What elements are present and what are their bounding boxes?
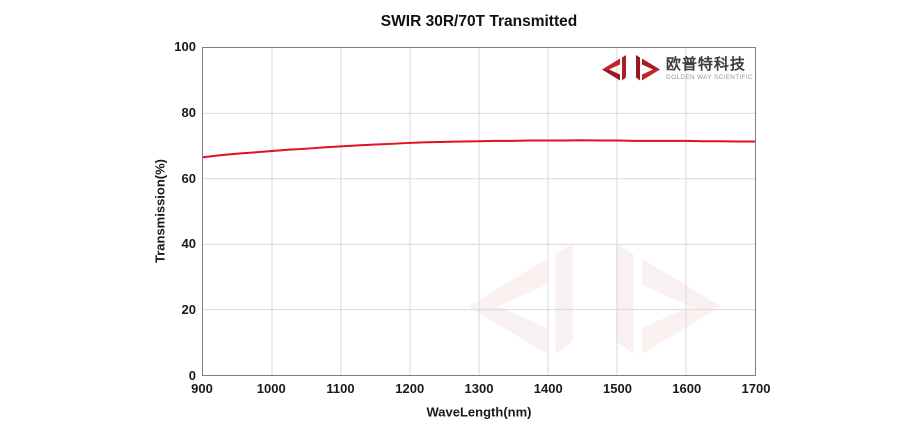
brand-name-cn: 欧普特科技 xyxy=(665,56,746,73)
gridlines xyxy=(203,48,755,375)
y-tick-label: 40 xyxy=(181,236,196,252)
x-tick-label: 1100 xyxy=(326,381,355,396)
y-tick-label: 60 xyxy=(181,170,196,186)
x-tick-label: 1000 xyxy=(256,381,286,396)
x-tick-label: 1200 xyxy=(395,381,425,396)
x-axis-title: WaveLength(nm) xyxy=(426,404,532,420)
x-tick-label: 1500 xyxy=(603,381,632,396)
y-tick-label: 0 xyxy=(188,368,196,383)
plot-area: 欧普特科技 GOLDEN WAY SCIENTIFIC xyxy=(202,47,756,376)
jc-logo-icon xyxy=(601,55,660,81)
y-tick-label: 80 xyxy=(181,104,196,120)
brand-logo-text: 欧普特科技 GOLDEN WAY SCIENTIFIC xyxy=(666,56,753,82)
x-tick-label: 1300 xyxy=(464,381,494,396)
plot-canvas xyxy=(203,48,755,375)
x-tick-label: 1700 xyxy=(741,381,771,396)
chart-title: SWIR 30R/70T Transmitted xyxy=(380,13,578,30)
brand-logo: 欧普特科技 GOLDEN WAY SCIENTIFIC xyxy=(601,53,753,85)
jc-watermark-icon xyxy=(468,243,721,355)
x-tick-label: 1400 xyxy=(533,381,563,396)
brand-name-en: GOLDEN WAY SCIENTIFIC xyxy=(665,74,753,81)
x-tick-label: 900 xyxy=(191,381,213,396)
y-tick-label: 20 xyxy=(181,302,196,318)
x-tick-label: 1600 xyxy=(672,381,702,396)
transmission-curve xyxy=(203,139,755,159)
y-tick-label: 100 xyxy=(174,39,196,54)
